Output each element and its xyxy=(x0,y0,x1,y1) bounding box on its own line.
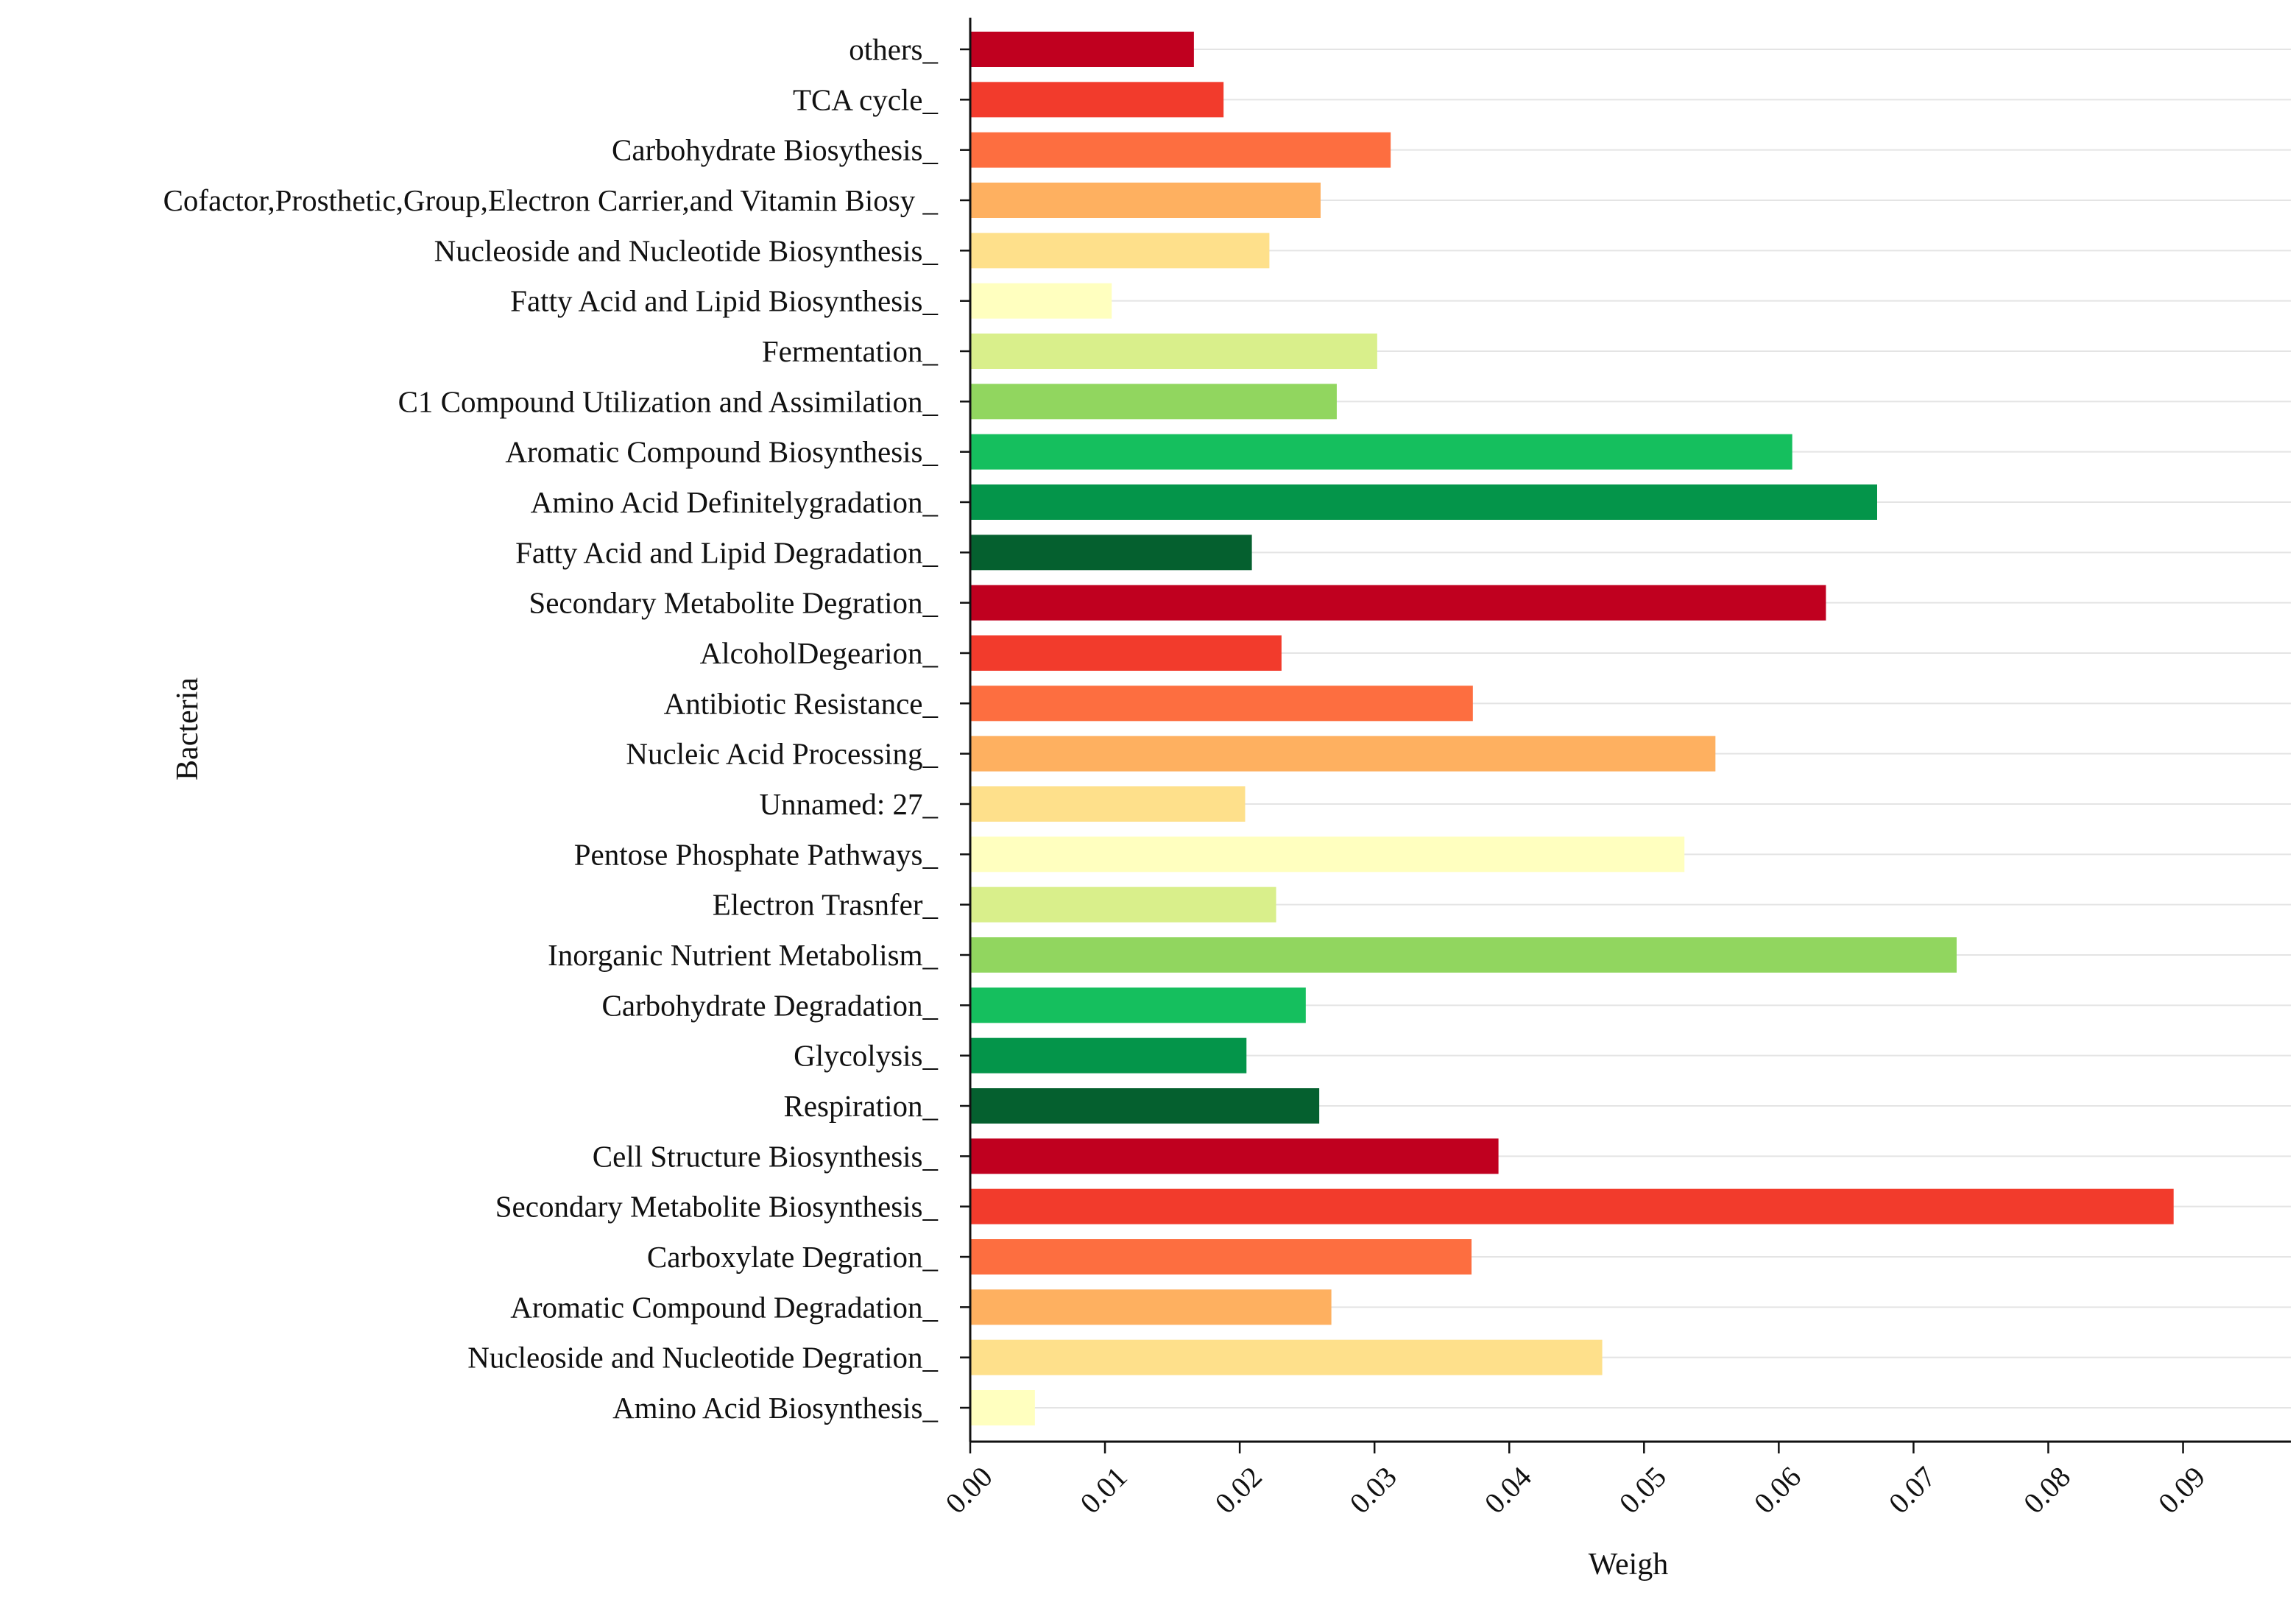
bar xyxy=(970,1037,1247,1074)
bar xyxy=(970,736,1716,772)
y-tick-label: others_ xyxy=(849,32,938,66)
y-tick-label: Carboxylate Degration_ xyxy=(647,1240,939,1274)
bar xyxy=(970,334,1377,369)
x-axis-title: Weigh xyxy=(1589,1548,1669,1582)
y-tick-labels: others_ TCA cycle_ Carbohydrate Biosythesi… xyxy=(163,32,939,1425)
x-tick-label: 0.04 xyxy=(1478,1460,1538,1520)
y-tick-label: Unnamed: 27_ xyxy=(759,787,938,821)
y-tick-label: Fermentation_ xyxy=(762,334,939,368)
y-tick-label: Carbohydrate Degradation_ xyxy=(601,988,938,1022)
x-tick-label: 0.03 xyxy=(1343,1460,1403,1520)
y-tick-label: Nucleoside and Nucleotide Degration_ xyxy=(467,1341,938,1375)
bar xyxy=(970,1390,1035,1425)
bar xyxy=(970,1088,1320,1124)
bar xyxy=(970,836,1685,872)
y-tick-label: Carbohydrate Biosythesis_ xyxy=(612,133,938,167)
y-tick-label: Nucleic Acid Processing_ xyxy=(626,737,938,771)
bar xyxy=(970,1188,2174,1224)
y-tick-label: Cofactor,Prosthetic,Group,Electron Carri… xyxy=(163,183,939,217)
axes xyxy=(960,18,2291,1453)
y-tick-label: Respiration_ xyxy=(783,1089,938,1123)
x-tick-label: 0.05 xyxy=(1613,1460,1672,1520)
x-tick-label: 0.07 xyxy=(1882,1460,1942,1520)
bar xyxy=(970,685,1473,722)
y-tick-label: Cell Structure Biosynthesis_ xyxy=(593,1139,939,1173)
bar xyxy=(970,233,1270,269)
bar xyxy=(970,886,1276,923)
y-tick-label: AlcoholDegearion_ xyxy=(700,636,939,670)
x-tick-label: 0.02 xyxy=(1209,1460,1268,1520)
bar xyxy=(970,1289,1332,1325)
bar xyxy=(970,987,1306,1023)
y-tick-label: Fatty Acid and Lipid Degradation_ xyxy=(515,535,938,569)
bar xyxy=(970,1239,1472,1275)
bar xyxy=(970,283,1112,319)
bar xyxy=(970,1138,1499,1174)
y-tick-label: Pentose Phosphate Pathways_ xyxy=(574,837,939,871)
y-tick-label: Inorganic Nutrient Metabolism_ xyxy=(548,938,938,972)
y-tick-label: Secondary Metabolite Biosynthesis_ xyxy=(495,1190,939,1224)
bar xyxy=(970,183,1321,218)
x-tick-label: 0.00 xyxy=(939,1460,998,1520)
y-tick-label: Secondary Metabolite Degration_ xyxy=(529,586,938,620)
y-axis-title: Bacteria xyxy=(171,677,205,780)
x-tick-label: 0.01 xyxy=(1073,1460,1133,1520)
bar xyxy=(970,1339,1603,1375)
bar xyxy=(970,484,1878,520)
bar xyxy=(970,585,1826,621)
bar xyxy=(970,82,1224,118)
y-tick-label: Glycolysis_ xyxy=(794,1039,938,1073)
y-tick-label: Amino Acid Definitelygradation_ xyxy=(531,485,939,519)
x-tick-label: 0.08 xyxy=(2017,1460,2077,1520)
bar xyxy=(970,384,1337,420)
x-tick-label: 0.09 xyxy=(2152,1460,2211,1520)
y-tick-label: Fatty Acid and Lipid Biosynthesis_ xyxy=(510,284,938,318)
y-tick-label: Nucleoside and Nucleotide Biosynthesis_ xyxy=(434,233,939,267)
y-tick-label: TCA cycle_ xyxy=(793,82,938,116)
bar xyxy=(970,937,1957,973)
bar xyxy=(970,434,1792,470)
bar xyxy=(970,32,1194,67)
bar xyxy=(970,786,1246,822)
bars xyxy=(970,32,2174,1425)
y-tick-label: Aromatic Compound Degradation_ xyxy=(510,1290,938,1324)
bar xyxy=(970,535,1252,571)
y-tick-label: Electron Trasnfer_ xyxy=(713,888,939,922)
bar xyxy=(970,635,1282,671)
x-tick-label: 0.06 xyxy=(1748,1460,1807,1520)
bar xyxy=(970,132,1391,168)
x-tick-labels: 0.00 0.01 0.02 0.03 0.04 0.05 0.06 0.07 0.08 0.09 xyxy=(939,1460,2211,1520)
y-tick-label: C1 Compound Utilization and Assimilation… xyxy=(398,384,939,418)
y-tick-label: Aromatic Compound Biosynthesis_ xyxy=(505,435,938,469)
y-tick-label: Amino Acid Biosynthesis_ xyxy=(612,1391,938,1425)
y-tick-label: Antibiotic Resistance_ xyxy=(664,686,939,720)
